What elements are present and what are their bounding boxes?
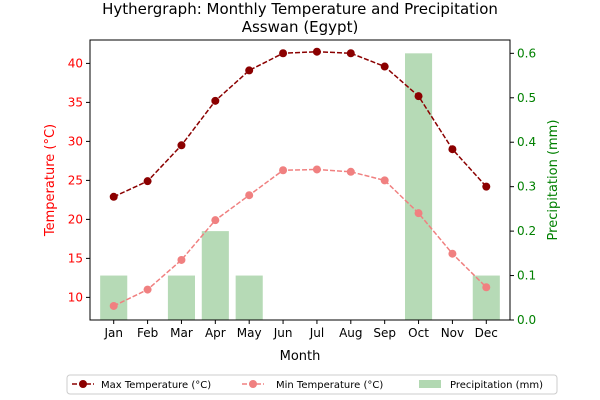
max-temperature-point-jul xyxy=(312,47,321,56)
x-tick-label: Apr xyxy=(205,326,226,340)
legend-marker-min-temperature xyxy=(249,380,257,388)
min-temperature-point-nov xyxy=(448,249,457,258)
left-axis-ticks: 10 15 20 25 30 35 40 xyxy=(68,56,90,304)
min-temperature-line xyxy=(113,168,487,307)
legend-frame xyxy=(66,374,558,395)
max-temperature-point-jan xyxy=(109,192,118,201)
min-temperature-point-mar xyxy=(177,255,186,264)
temperature-points xyxy=(109,47,491,310)
right-axis-ticks: 0.0 0.1 0.2 0.3 0.4 0.5 0.6 xyxy=(510,46,536,327)
x-tick-label: Mar xyxy=(170,326,193,340)
x-tick-label: Sep xyxy=(373,326,396,340)
x-tick-label: Nov xyxy=(441,326,464,340)
min-temperature-point-dec xyxy=(482,283,491,292)
left-tick-label: 35 xyxy=(68,95,83,109)
max-temperature-line xyxy=(113,50,487,198)
x-tick-label: Jan xyxy=(103,326,123,340)
max-temperature-point-aug xyxy=(346,49,355,58)
max-temperature-point-may xyxy=(245,66,254,75)
min-temperature-point-jun xyxy=(279,166,288,175)
legend-label-min-temperature: Min Temperature (°C) xyxy=(276,380,383,391)
min-temperature-point-jul xyxy=(312,165,321,174)
min-temperature-point-jan xyxy=(109,301,118,310)
x-tick-label: Feb xyxy=(137,326,158,340)
x-tick-label: Jul xyxy=(309,326,324,340)
max-temperature-point-jun xyxy=(279,49,288,58)
right-tick-label: 0.3 xyxy=(517,180,536,194)
right-tick-label: 0.6 xyxy=(517,46,536,60)
max-temperature-point-nov xyxy=(448,145,457,154)
legend-label-max-temperature: Max Temperature (°C) xyxy=(101,380,211,391)
left-tick-label: 10 xyxy=(68,290,83,304)
chart-title: Hythergraph: Monthly Temperature and Pre… xyxy=(102,0,498,18)
max-temperature-point-dec xyxy=(482,182,491,191)
legend-label-precipitation: Precipitation (mm) xyxy=(450,380,543,391)
x-axis-label: Month xyxy=(280,349,321,364)
right-tick-label: 0.5 xyxy=(517,91,536,105)
left-tick-label: 20 xyxy=(68,212,83,226)
min-temperature-point-oct xyxy=(414,209,423,218)
left-tick-label: 15 xyxy=(68,251,83,265)
precipitation-bar-mar xyxy=(167,275,195,320)
right-tick-label: 0.4 xyxy=(517,135,536,149)
precipitation-bars xyxy=(100,53,500,320)
min-temperature-point-may xyxy=(245,191,254,200)
x-tick-label: Oct xyxy=(408,326,429,340)
x-tick-label: Jun xyxy=(273,326,293,340)
right-axis-label: Precipitation (mm) xyxy=(546,120,561,241)
max-temperature-point-feb xyxy=(143,177,152,186)
min-temperature-point-feb xyxy=(143,285,152,294)
x-axis-ticks: Jan Feb Mar Apr May Jun Jul Aug Sep Oct Nov Dec xyxy=(103,320,498,340)
min-temperature-point-sep xyxy=(380,176,389,185)
max-temperature-point-sep xyxy=(380,62,389,71)
left-tick-label: 25 xyxy=(68,173,83,187)
right-tick-label: 0.0 xyxy=(517,313,536,327)
x-tick-label: Dec xyxy=(475,326,498,340)
temperature-lines xyxy=(113,50,487,307)
min-temperature-point-apr xyxy=(211,216,220,225)
max-temperature-point-oct xyxy=(414,92,423,101)
max-temperature-point-mar xyxy=(177,141,186,150)
x-tick-label: Aug xyxy=(339,326,362,340)
precipitation-bar-jan xyxy=(100,275,128,320)
left-axis-label: Temperature (°C) xyxy=(43,124,58,237)
right-tick-label: 0.1 xyxy=(517,269,536,283)
legend-marker-max-temperature xyxy=(79,380,87,388)
left-tick-label: 40 xyxy=(68,56,83,70)
precipitation-bar-apr xyxy=(201,231,229,320)
right-tick-label: 0.2 xyxy=(517,224,536,238)
max-temperature-point-apr xyxy=(211,96,220,105)
x-tick-label: May xyxy=(237,326,262,340)
min-temperature-point-aug xyxy=(346,167,355,176)
left-tick-label: 30 xyxy=(68,134,83,148)
legend-swatch-precipitation xyxy=(419,380,441,388)
chart-subtitle: Asswan (Egypt) xyxy=(242,18,359,36)
precipitation-bar-dec xyxy=(472,275,500,320)
plot-frame xyxy=(89,39,511,321)
precipitation-bar-may xyxy=(235,275,263,320)
legend: Max Temperature (°C) Min Temperature (°C… xyxy=(66,374,558,395)
